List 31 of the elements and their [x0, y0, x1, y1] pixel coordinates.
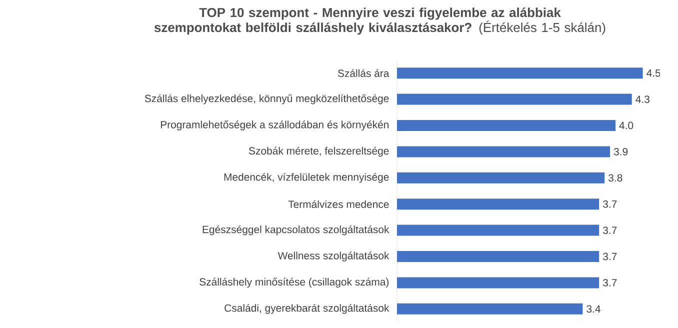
data-label: 4.0	[619, 122, 634, 130]
y-tick-label: Medencék, vízfelületek mennyisége	[224, 172, 389, 183]
bar	[397, 277, 600, 288]
bar	[397, 224, 600, 236]
bar	[397, 94, 632, 105]
data-label: 3.4	[586, 305, 600, 313]
bar	[397, 303, 583, 314]
bar	[397, 172, 605, 184]
data-label: 3.7	[603, 200, 617, 208]
y-tick-label: Szobák mérete, felszereltsége	[248, 146, 389, 157]
y-tick-label: Programlehetőségek a szállodában és környékén	[160, 120, 389, 130]
chart-title: TOP 10 szempont - Mennyire veszi figyelembe az alábbiak szempontokat belföldi szálláshely kiválasztásakor? (Értékelés 1-5 skálán)	[154, 8, 606, 35]
y-tick-label: Szállás ára	[338, 69, 390, 78]
data-label: 3.7	[603, 226, 617, 234]
data-label: 3.9	[614, 148, 628, 156]
y-tick-label: Wellness szolgáltatások	[278, 252, 390, 262]
bar	[397, 68, 643, 79]
data-label: 4.3	[636, 96, 650, 104]
data-label: 3.7	[603, 252, 617, 260]
y-tick-label: Szállás elhelyezkedése, könnyű megközelíthetősége	[144, 94, 389, 104]
bar	[397, 198, 600, 210]
y-tick-label: Termálvizes medence	[288, 200, 389, 208]
bar	[397, 120, 616, 131]
data-label: 4.5	[646, 69, 660, 77]
data-label: 3.7	[603, 279, 617, 286]
y-tick-label: Szálláshely minősítése (csillagok száma)	[200, 278, 389, 288]
bar	[397, 251, 600, 262]
bar	[397, 146, 610, 158]
y-tick-label: Egészséggel kapcsolatos szolgáltatások	[202, 225, 390, 236]
y-tick-label: Családi, gyerekbarát szolgáltatások	[224, 304, 390, 314]
data-label: 3.8	[608, 174, 622, 182]
